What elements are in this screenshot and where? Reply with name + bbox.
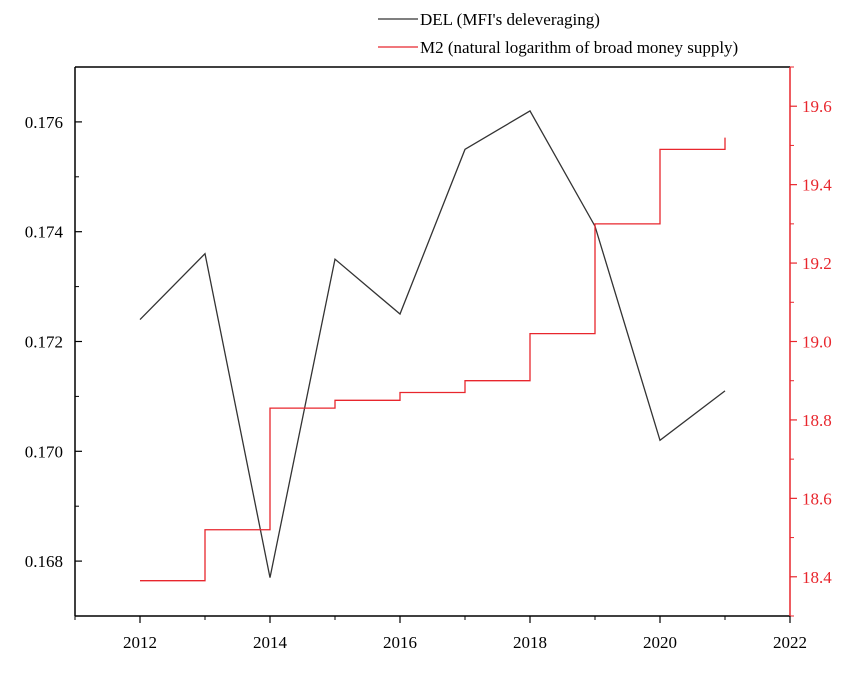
- x-axis: 2012 2014 2016 2018 2020 2022: [74, 616, 807, 652]
- series-line-m2: [140, 137, 726, 582]
- legend-label-del: DEL (MFI's deleveraging): [420, 10, 600, 29]
- x-tick-label: 2016: [383, 633, 417, 652]
- x-tick-label: 2014: [253, 633, 288, 652]
- left-tick-label: 0.172: [25, 333, 63, 352]
- x-tick-label: 2012: [123, 633, 157, 652]
- right-tick-label: 18.4: [802, 568, 832, 587]
- series-line-del: [139, 110, 726, 578]
- series-layer: [139, 110, 726, 582]
- right-tick-label: 19.6: [802, 97, 832, 116]
- right-tick-label: 19.0: [802, 333, 832, 352]
- right-tick-label: 18.6: [802, 489, 832, 508]
- left-tick-label: 0.168: [25, 552, 63, 571]
- right-tick-label: 19.4: [802, 176, 832, 195]
- legend-label-m2: M2 (natural logarithm of broad money sup…: [420, 38, 738, 57]
- x-tick-label: 2018: [513, 633, 547, 652]
- x-tick-label: 2020: [643, 633, 677, 652]
- left-tick-label: 0.174: [25, 223, 64, 242]
- left-tick-label: 0.170: [25, 442, 63, 461]
- left-tick-label: 0.176: [25, 113, 63, 132]
- right-tick-label: 18.8: [802, 411, 832, 430]
- right-tick-label: 19.2: [802, 254, 832, 273]
- x-tick-label: 2022: [773, 633, 807, 652]
- legend: DEL (MFI's deleveraging) M2 (natural log…: [378, 10, 738, 57]
- right-y-axis: 18.4 18.6 18.8 19.0 19.2 19.4 19.6: [790, 66, 832, 617]
- left-y-axis: 0.168 0.170 0.172 0.174 0.176: [25, 66, 82, 617]
